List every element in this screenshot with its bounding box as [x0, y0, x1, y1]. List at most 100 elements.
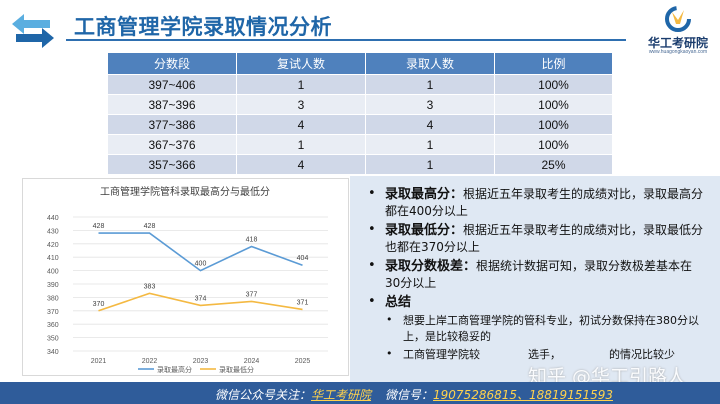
table-cell: 4 — [365, 114, 495, 135]
table-cell: 367~376 — [108, 134, 237, 155]
chart-x-axis: 2021 2022 2023 2024 2025 — [91, 358, 311, 365]
legend-entry: 录取最低分 — [219, 365, 254, 374]
double-arrow-icon — [12, 14, 54, 48]
x-tick-label: 2025 — [295, 358, 311, 365]
table-cell: 4 — [236, 154, 366, 175]
y-tick-label: 370 — [47, 309, 59, 316]
bullet-text: 根据近五年录取考生的成绩对比，录取最高分都在400分以上 — [385, 187, 704, 218]
table-row: 367~376 1 1 100% — [108, 134, 613, 155]
x-tick-label: 2024 — [244, 358, 260, 365]
y-tick-label: 400 — [47, 269, 59, 276]
table-row: 357~366 4 1 25% — [108, 154, 613, 175]
y-tick-label: 390 — [47, 282, 59, 289]
data-label: 418 — [246, 236, 258, 243]
table-header-cell: 录取人数 — [365, 53, 495, 75]
table-cell: 1 — [365, 74, 495, 95]
table-row: 387~396 3 3 100% — [108, 94, 613, 115]
data-label: 428 — [93, 223, 105, 230]
table-cell: 100% — [494, 94, 613, 115]
table-header-cell: 比例 — [494, 53, 613, 75]
bullet-title: 录取分数极差： — [385, 259, 477, 274]
chart-legend: 录取最高分 录取最低分 — [138, 365, 254, 374]
chart-canvas: 工商管理学院管科录取最高分与最低分 3403503603703803904004… — [47, 185, 328, 374]
legend-entry: 录取最高分 — [157, 365, 192, 374]
y-tick-label: 410 — [47, 255, 59, 262]
table-cell: 1 — [365, 154, 495, 175]
chart-title: 工商管理学院管科录取最高分与最低分 — [100, 185, 270, 198]
y-tick-label: 430 — [47, 228, 59, 235]
table-cell: 377~386 — [108, 114, 237, 135]
table-cell: 25% — [494, 154, 613, 175]
y-tick-label: 340 — [47, 349, 59, 356]
bullet-dot: • — [368, 222, 376, 237]
summary-text: 工商管理学院较 — [403, 348, 480, 361]
table-cell: 387~396 — [108, 94, 237, 115]
series-line-lowest — [98, 292, 303, 312]
logo-mark-icon — [665, 6, 691, 32]
table-cell: 357~366 — [108, 154, 237, 175]
table-row: 397~406 1 1 100% — [108, 74, 613, 95]
brand-logo: 华工考研院 www.huagongkaoyan.com — [636, 4, 720, 60]
data-label: 404 — [297, 255, 309, 262]
table-cell: 397~406 — [108, 74, 237, 95]
footer-account-link[interactable]: 华工考研院 — [311, 388, 372, 402]
bullet-title: 录取最低分： — [385, 223, 464, 238]
y-tick-label: 440 — [47, 215, 59, 222]
bullet-title: 录取最高分： — [385, 187, 464, 202]
data-label: 400 — [195, 261, 207, 268]
bullet-dot: • — [368, 186, 376, 201]
bullet-text: 根据近五年录取考生的成绩对比，录取最低分也都在370分以上 — [385, 223, 704, 254]
table-header-cell: 复试人数 — [236, 53, 366, 75]
logo-name: 华工考研院 — [647, 36, 708, 50]
score-line-chart: 工商管理学院管科录取最高分与最低分 340 350 360 370 380 390 400 4… — [22, 178, 349, 376]
table-cell: 3 — [236, 94, 366, 115]
footer-label: 微信公众号关注： — [215, 388, 312, 402]
chart-series: 428 428 400 418 404 370 383 374 377 371 — [93, 223, 309, 312]
table-header-row: 分数段 复试人数 录取人数 比例 — [108, 53, 613, 75]
summary-text: 选手， — [528, 348, 561, 361]
page-title: 工商管理学院录取情况分析 — [74, 15, 332, 39]
summary-text: 的情况比较少 — [609, 348, 675, 361]
x-tick-label: 2022 — [142, 358, 158, 365]
series-line-highest — [98, 232, 303, 272]
data-label: 371 — [297, 299, 309, 306]
data-label: 370 — [93, 301, 105, 308]
y-tick-label: 360 — [47, 322, 59, 329]
bullet-dot: • — [386, 347, 393, 360]
table-header-cell: 分数段 — [108, 53, 237, 75]
title-divider — [66, 39, 626, 41]
bullet-dot: • — [368, 294, 376, 309]
data-label: 428 — [144, 223, 156, 230]
table-cell: 100% — [494, 134, 613, 155]
bullet-title: 总结 — [385, 295, 412, 310]
data-label: 374 — [195, 295, 207, 302]
footer-bar — [0, 382, 720, 404]
table-cell: 3 — [365, 94, 495, 115]
bullet-dot: • — [368, 258, 376, 273]
logo-url: www.huagongkaoyan.com — [648, 49, 708, 55]
table-cell: 1 — [365, 134, 495, 155]
y-tick-label: 380 — [47, 295, 59, 302]
footer-wechat-account: 微信公众号关注：华工考研院 — [215, 386, 371, 403]
y-tick-label: 420 — [47, 242, 59, 249]
bullet-dot: • — [386, 313, 393, 326]
footer-label: 微信号： — [385, 388, 434, 402]
data-label: 383 — [144, 283, 156, 290]
table-row: 377~386 4 4 100% — [108, 114, 613, 135]
summary-text: 想要上岸工商管理学院的管科专业，初试分数保持在380分以上，是比较稳妥的 — [403, 314, 699, 343]
footer-id-value: 19075286815、18819151593 — [433, 388, 613, 402]
table-cell: 100% — [494, 74, 613, 95]
score-table: 分数段 复试人数 录取人数 比例 397~406 1 1 100% 387~39… — [108, 53, 613, 175]
x-tick-label: 2023 — [193, 358, 209, 365]
data-label: 377 — [246, 291, 258, 298]
y-tick-label: 350 — [47, 336, 59, 343]
chart-y-axis: 340 350 360 370 380 390 400 410 420 430 440 — [47, 215, 59, 356]
bullet-text: 根据统计数据可知，录取分数极差基本在30分以上 — [385, 259, 693, 290]
x-tick-label: 2021 — [91, 358, 107, 365]
analysis-panel — [350, 176, 720, 388]
table-cell: 4 — [236, 114, 366, 135]
chart-gridlines — [73, 216, 328, 352]
table-cell: 1 — [236, 134, 366, 155]
table-cell: 1 — [236, 74, 366, 95]
footer-wechat-id: 微信号：19075286815、18819151593 — [385, 386, 613, 403]
